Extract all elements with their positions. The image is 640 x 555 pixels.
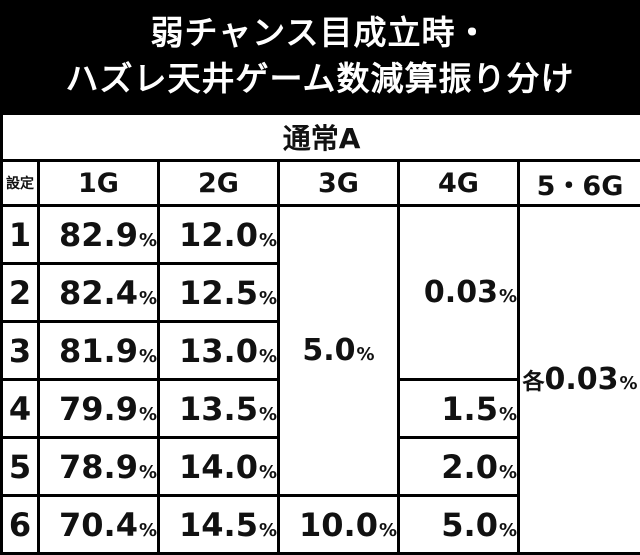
title-line-1: 弱チャンス目成立時・ [150,10,489,56]
setting-number: 6 [2,496,39,554]
table-row: 1 82.9% 12.0% 5.0% 0.03% 各0.03% [2,206,640,264]
column-header-2g: 2G [159,161,279,206]
column-header-56g: 5・6G [519,161,640,206]
page-title: 弱チャンス目成立時・ ハズレ天井ゲーム数減算振り分け [0,0,640,112]
column-header-1g: 1G [39,161,159,206]
column-header-3g: 3G [279,161,399,206]
value-1g: 82.4% [39,264,159,322]
value-1g: 82.9% [39,206,159,264]
value-2g: 12.5% [159,264,279,322]
title-line-2: ハズレ天井ゲーム数減算振り分け [65,56,574,102]
value-4g: 2.0% [399,438,519,496]
value-2g: 12.0% [159,206,279,264]
setting-number: 1 [2,206,39,264]
column-header-4g: 4G [399,161,519,206]
value-1g: 81.9% [39,322,159,380]
mode-label: 通常A [2,114,640,161]
column-header-row: 設定 1G 2G 3G 4G 5・6G [2,161,640,206]
value-2g: 14.5% [159,496,279,554]
value-2g: 14.0% [159,438,279,496]
value-3g-settings-1-5: 5.0% [279,206,399,496]
setting-number: 5 [2,438,39,496]
value-3g: 10.0% [279,496,399,554]
setting-number: 2 [2,264,39,322]
value-4g: 1.5% [399,380,519,438]
value-1g: 70.4% [39,496,159,554]
value-4g-settings-1-3: 0.03% [399,206,519,380]
mode-header-row: 通常A [2,114,640,161]
setting-header: 設定 [2,161,39,206]
value-4g: 5.0% [399,496,519,554]
value-1g: 79.9% [39,380,159,438]
value-56g-all-settings: 各0.03% [519,206,640,554]
value-1g: 78.9% [39,438,159,496]
setting-number: 3 [2,322,39,380]
distribution-table: 通常A 設定 1G 2G 3G 4G 5・6G 1 82.9% 12.0% 5.… [0,112,640,555]
value-2g: 13.0% [159,322,279,380]
value-2g: 13.5% [159,380,279,438]
setting-number: 4 [2,380,39,438]
